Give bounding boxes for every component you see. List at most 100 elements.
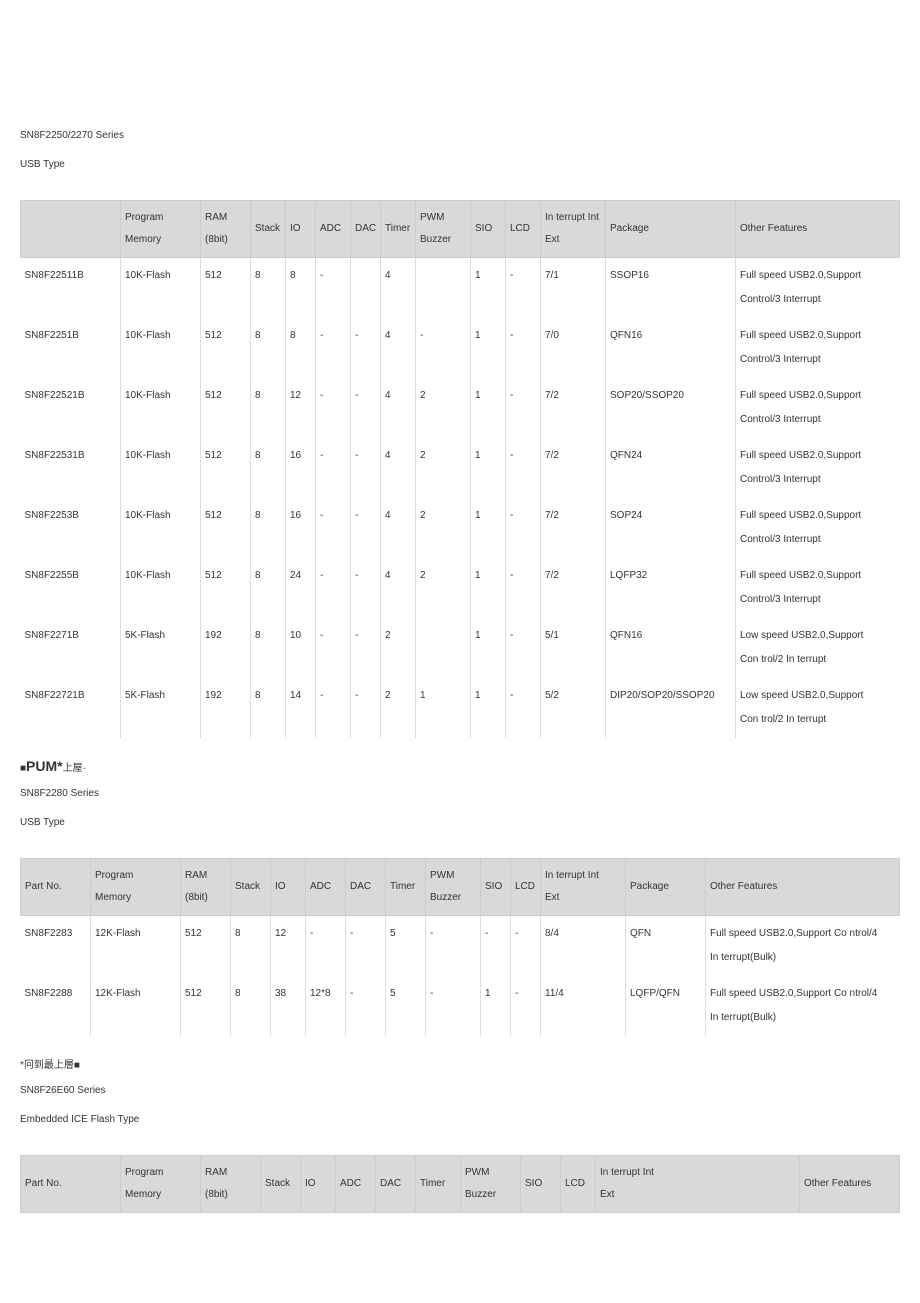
table-cell: 5 — [386, 976, 426, 1036]
table-cell: - — [416, 318, 471, 378]
table-row: SN8F22721B5K-Flash192814--211-5/2DIP20/S… — [21, 678, 900, 738]
column-header: Stack — [251, 201, 286, 258]
table-cell — [351, 258, 381, 319]
table-cell: 12K-Flash — [91, 916, 181, 977]
table-header-row: Program MemoryRAM (8bit)StackIOADCDACTim… — [21, 201, 900, 258]
table-cell: 2 — [416, 438, 471, 498]
table-cell: 512 — [201, 378, 251, 438]
table-cell: 1 — [471, 618, 506, 678]
table-cell: LQFP/QFN — [626, 976, 706, 1036]
table-cell: 4 — [381, 558, 416, 618]
table-cell: 16 — [286, 438, 316, 498]
table-cell: - — [316, 258, 351, 319]
table-cell: SN8F2251B — [21, 318, 121, 378]
table-cell: QFN24 — [606, 438, 736, 498]
table-cell: - — [316, 558, 351, 618]
table-cell: SN8F2255B — [21, 558, 121, 618]
column-header: In terrupt Int Ext — [541, 201, 606, 258]
table-row: SN8F2251B10K-Flash51288--4-1-7/0QFN16Ful… — [21, 318, 900, 378]
table-cell: 10K-Flash — [121, 258, 201, 319]
table-cell: 8 — [286, 258, 316, 319]
table-cell: 12K-Flash — [91, 976, 181, 1036]
column-header: ADC — [336, 1156, 376, 1213]
table-cell: 1 — [471, 258, 506, 319]
table-cell: - — [511, 916, 541, 977]
column-header: Stack — [261, 1156, 301, 1213]
table-cell: 7/1 — [541, 258, 606, 319]
table-cell: 2 — [381, 678, 416, 738]
table-cell: 8 — [251, 258, 286, 319]
table-cell: SOP24 — [606, 498, 736, 558]
table-cell: 8 — [231, 916, 271, 977]
table-cell: 1 — [471, 378, 506, 438]
table-cell: SN8F22521B — [21, 378, 121, 438]
table-cell: 5/1 — [541, 618, 606, 678]
column-header: ADC — [316, 201, 351, 258]
table-cell: - — [426, 976, 481, 1036]
table-cell: QFN16 — [606, 618, 736, 678]
table-cell: SN8F2253B — [21, 498, 121, 558]
table-cell: 4 — [381, 318, 416, 378]
note-bold: PUM* — [26, 758, 63, 774]
table-row: SN8F228812K-Flash51283812*8-5-1-11/4LQFP… — [21, 976, 900, 1036]
column-header: LCD — [511, 859, 541, 916]
table-header-row: Part No.Program MemoryRAM (8bit)StackIOA… — [21, 1156, 900, 1213]
table-cell: 8 — [286, 318, 316, 378]
table-cell: 512 — [181, 976, 231, 1036]
column-header: RAM (8bit) — [201, 201, 251, 258]
table-cell: Low speed USB2.0,Support Con trol/2 In t… — [736, 678, 900, 738]
column-header: IO — [301, 1156, 336, 1213]
column-header: Part No. — [21, 859, 91, 916]
table-cell: - — [351, 378, 381, 438]
table-cell: - — [316, 378, 351, 438]
table-cell: SN8F2271B — [21, 618, 121, 678]
table-cell: - — [316, 618, 351, 678]
type-label-2: USB Type — [20, 817, 900, 828]
table-cell: 10 — [286, 618, 316, 678]
table-cell: QFN16 — [606, 318, 736, 378]
table-cell: 12 — [271, 916, 306, 977]
table-cell: - — [506, 618, 541, 678]
table-row: SN8F228312K-Flash512812--5---8/4QFNFull … — [21, 916, 900, 977]
table-cell: 2 — [416, 378, 471, 438]
table-cell: - — [316, 318, 351, 378]
table-cell: 512 — [201, 318, 251, 378]
column-header: Program Memory — [121, 1156, 201, 1213]
column-header: SIO — [521, 1156, 561, 1213]
table-cell: Full speed USB2.0,Support Control/3 Inte… — [736, 558, 900, 618]
table-cell: 8 — [231, 976, 271, 1036]
table-cell: - — [351, 498, 381, 558]
table-cell: - — [351, 618, 381, 678]
table-2280: Part No.Program MemoryRAM (8bit)StackIOA… — [20, 858, 900, 1036]
table-cell: 8 — [251, 678, 286, 738]
note-back-to-top: *冋到最上層■ — [20, 1056, 900, 1071]
column-header: ADC — [306, 859, 346, 916]
table-cell: Low speed USB2.0,Support Con trol/2 In t… — [736, 618, 900, 678]
table-26e60: Part No.Program MemoryRAM (8bit)StackIOA… — [20, 1155, 900, 1213]
column-header: LCD — [506, 201, 541, 258]
column-header: Part No. — [21, 1156, 121, 1213]
column-header: Timer — [381, 201, 416, 258]
table-cell: 5K-Flash — [121, 678, 201, 738]
column-header: RAM (8bit) — [181, 859, 231, 916]
table-cell: - — [506, 258, 541, 319]
table-cell: 4 — [381, 258, 416, 319]
column-header: Package — [626, 859, 706, 916]
table-cell: 38 — [271, 976, 306, 1036]
section-2: SN8F2280 Series USB Type Part No.Program… — [20, 788, 900, 1036]
table-cell: 192 — [201, 678, 251, 738]
column-header: DAC — [346, 859, 386, 916]
table-cell: 7/2 — [541, 438, 606, 498]
table-cell: 10K-Flash — [121, 558, 201, 618]
column-header: Program Memory — [121, 201, 201, 258]
table-cell: 4 — [381, 378, 416, 438]
series-title-1: SN8F2250/2270 Series — [20, 130, 900, 141]
table-cell — [416, 258, 471, 319]
table-cell: 1 — [471, 678, 506, 738]
table-cell: 512 — [201, 258, 251, 319]
table-cell: - — [351, 438, 381, 498]
table-cell: - — [346, 916, 386, 977]
table-cell: SN8F2283 — [21, 916, 91, 977]
table-cell: 7/0 — [541, 318, 606, 378]
table-cell: SN8F22721B — [21, 678, 121, 738]
